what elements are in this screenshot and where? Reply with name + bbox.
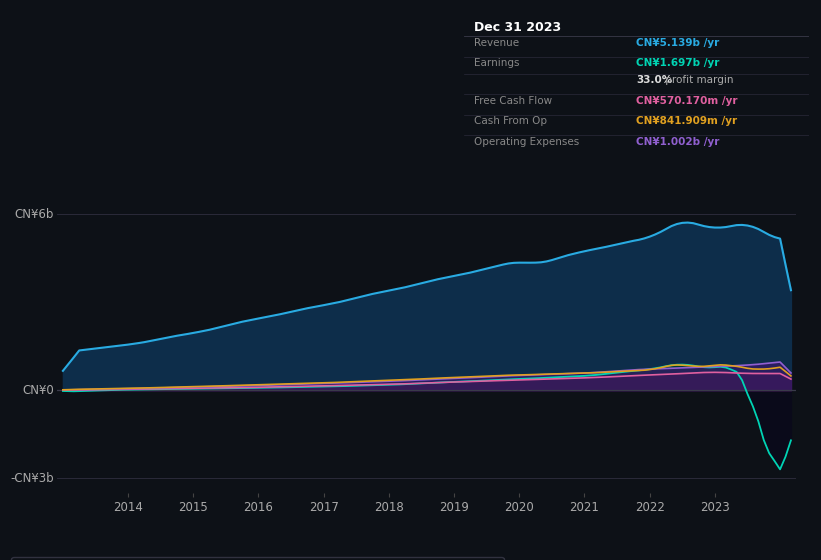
Text: Operating Expenses: Operating Expenses [475,137,580,147]
Text: CN¥0: CN¥0 [22,384,54,396]
Text: Dec 31 2023: Dec 31 2023 [475,21,562,34]
Text: CN¥6b: CN¥6b [15,208,54,221]
Text: profit margin: profit margin [662,76,734,86]
Text: Earnings: Earnings [475,58,520,68]
Text: CN¥570.170m /yr: CN¥570.170m /yr [636,96,738,106]
Text: 33.0%: 33.0% [636,76,672,86]
Text: CN¥1.002b /yr: CN¥1.002b /yr [636,137,720,147]
Text: Revenue: Revenue [475,38,520,48]
Legend: Revenue, Earnings, Free Cash Flow, Cash From Op, Operating Expenses: Revenue, Earnings, Free Cash Flow, Cash … [11,557,503,560]
Text: CN¥1.697b /yr: CN¥1.697b /yr [636,58,720,68]
Text: CN¥841.909m /yr: CN¥841.909m /yr [636,116,737,126]
Text: CN¥5.139b /yr: CN¥5.139b /yr [636,38,719,48]
Text: Free Cash Flow: Free Cash Flow [475,96,553,106]
Text: Cash From Op: Cash From Op [475,116,548,126]
Text: -CN¥3b: -CN¥3b [10,472,54,484]
